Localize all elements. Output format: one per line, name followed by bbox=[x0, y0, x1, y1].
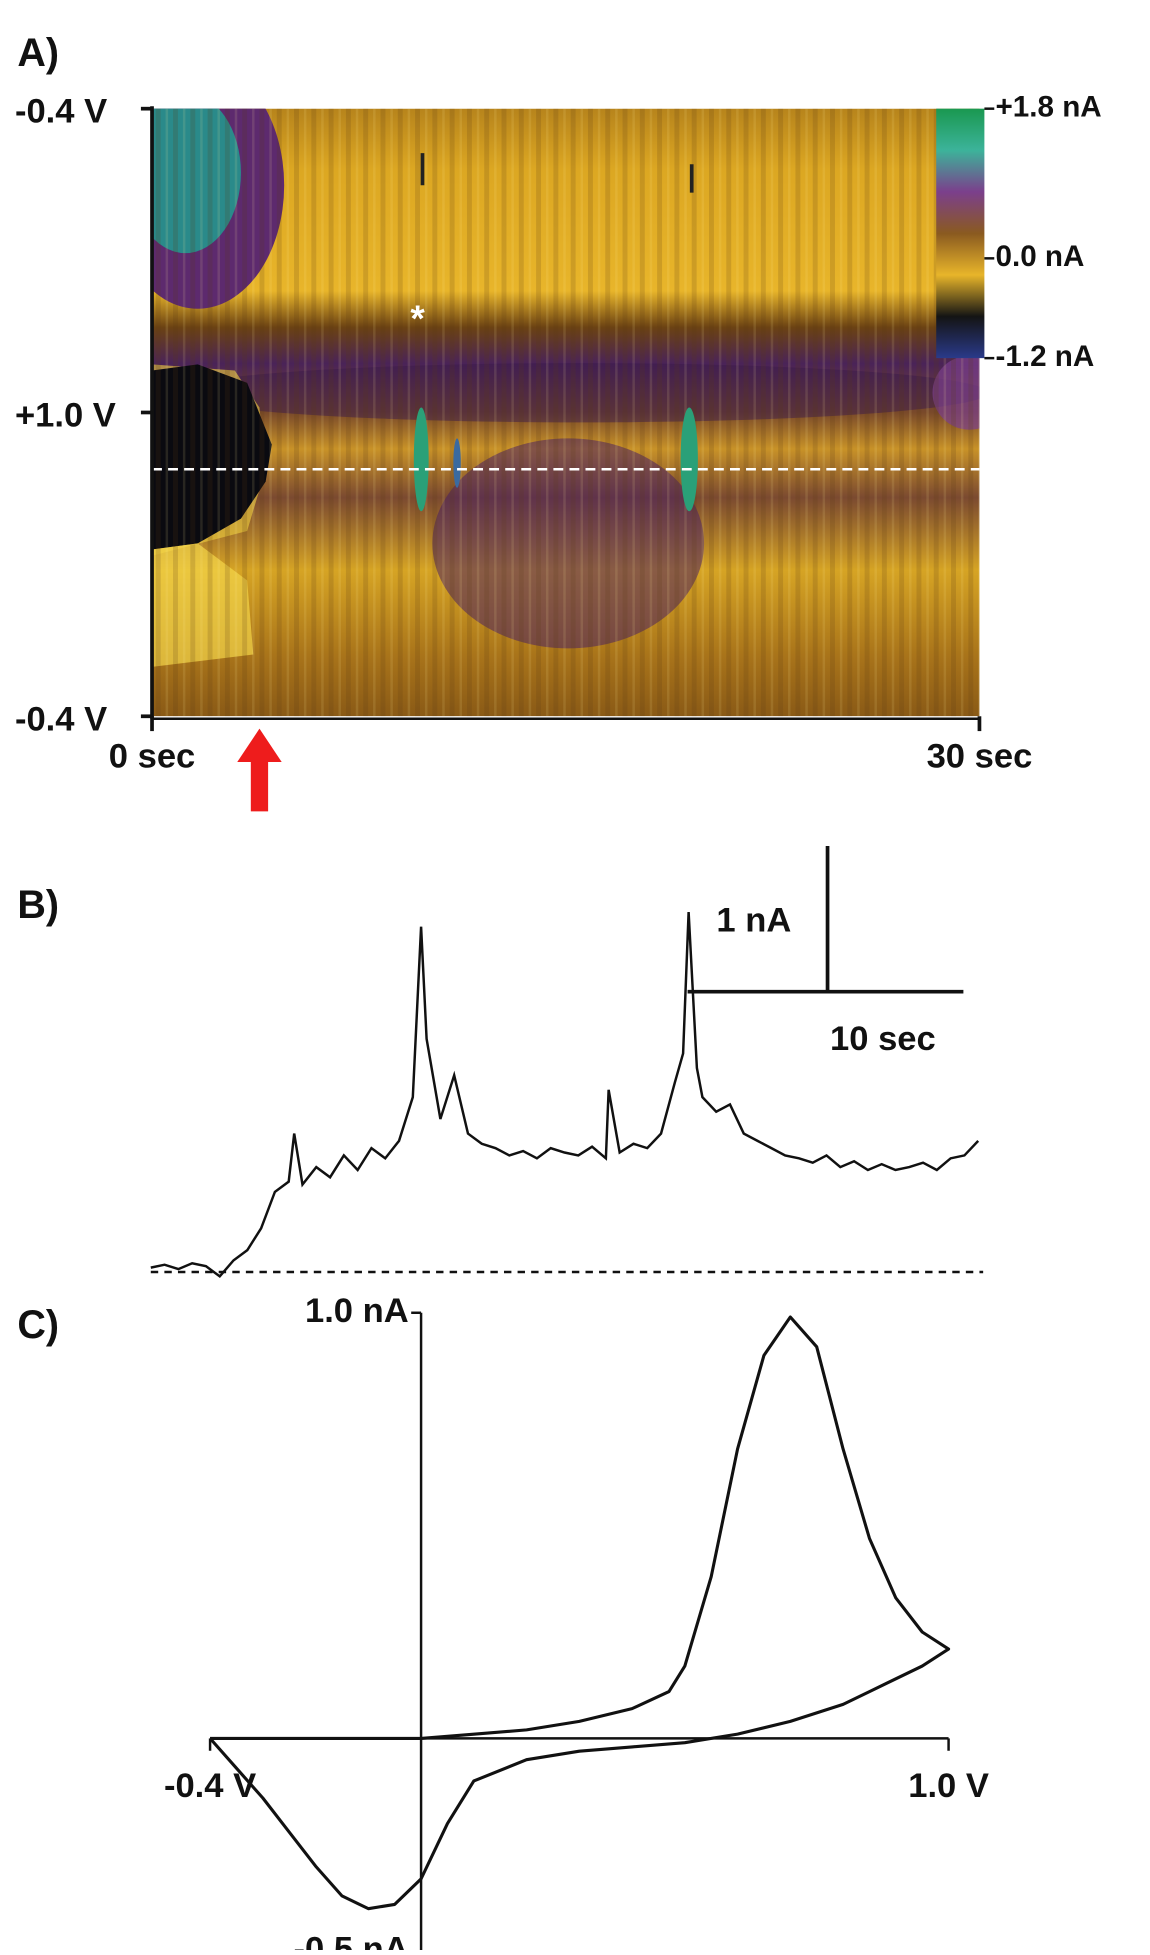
y-tick-label: +1.0 V bbox=[15, 397, 116, 435]
colorbar bbox=[936, 108, 985, 359]
y-tick-label: 1.0 nA bbox=[305, 1292, 409, 1330]
x-tick-label: 1.0 V bbox=[908, 1767, 989, 1805]
scale-bar-label: 1 nA bbox=[716, 902, 791, 940]
x-tick-label: 30 sec bbox=[927, 737, 1033, 775]
stimulus-arrow-head bbox=[237, 728, 282, 762]
panel-label: A) bbox=[17, 31, 59, 75]
x-tick-label: 0 sec bbox=[109, 737, 196, 775]
voltammogram bbox=[208, 1315, 951, 1911]
stimulus-arrow-shaft bbox=[250, 759, 269, 812]
colorbar-label: 0.0 nA bbox=[996, 240, 1085, 273]
trace bbox=[150, 912, 980, 1279]
color-plot bbox=[152, 108, 980, 717]
scale-bar-label: 10 sec bbox=[830, 1020, 936, 1058]
panel-label: B) bbox=[17, 883, 59, 927]
colorbar-label: -1.2 nA bbox=[996, 340, 1095, 373]
y-tick-label: -0.4 V bbox=[15, 93, 107, 131]
panel-label: C) bbox=[17, 1303, 59, 1347]
colorbar-label: +1.8 nA bbox=[996, 91, 1102, 124]
annotation: * bbox=[410, 297, 425, 339]
y-tick-label: -0.5 nA bbox=[293, 1930, 408, 1950]
y-tick-label: -0.4 V bbox=[15, 700, 107, 738]
